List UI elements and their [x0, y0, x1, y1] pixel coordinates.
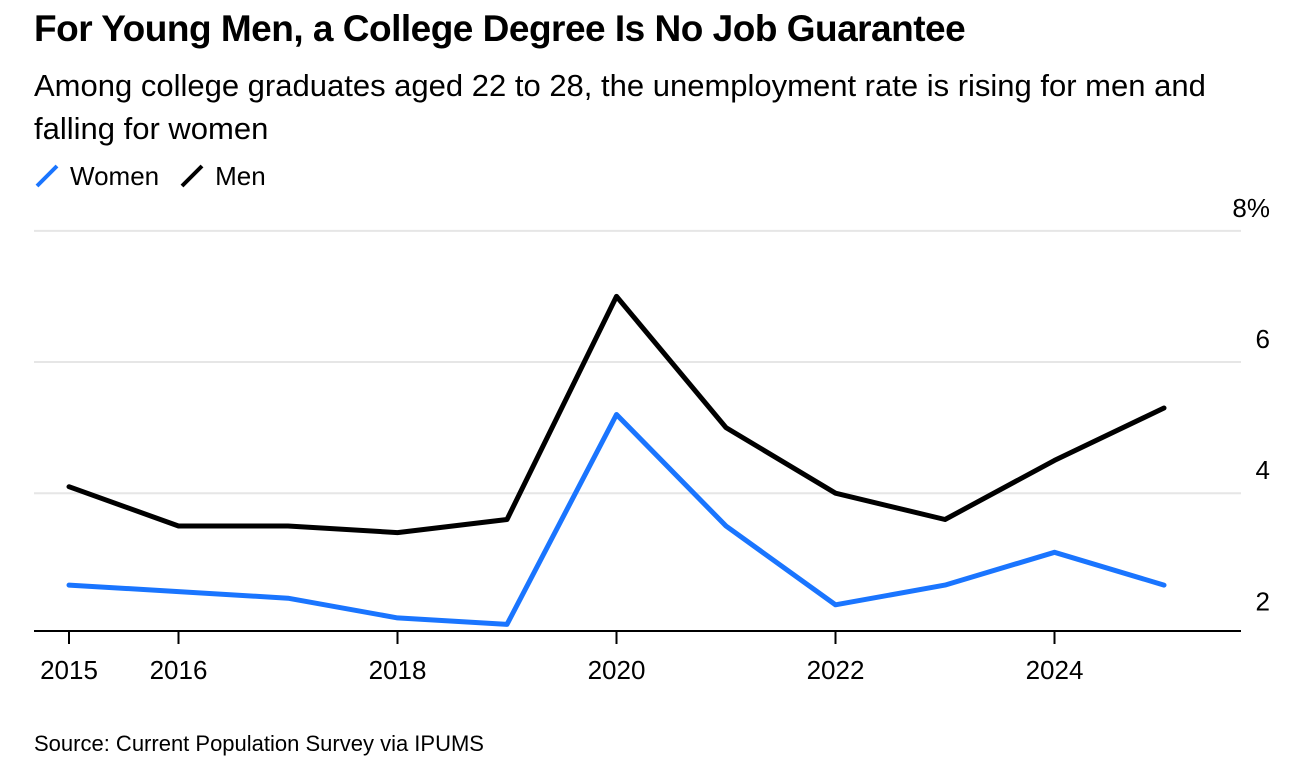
y-tick-label-4: 4	[1256, 455, 1270, 485]
legend-label-men: Men	[215, 160, 266, 191]
y-tick-label-8: 8%	[1232, 193, 1270, 223]
legend-swatch-women	[35, 164, 59, 188]
y-tick-label-6: 6	[1256, 324, 1270, 354]
x-tick-label-2016: 2016	[150, 655, 208, 685]
series-line-women	[66, 412, 1167, 627]
x-tick-label-2018: 2018	[369, 655, 427, 685]
legend-label-women: Women	[70, 160, 160, 191]
series-line-men	[66, 293, 1167, 536]
y-tick-label-2: 2	[1256, 586, 1270, 616]
legend-item-men: Men	[179, 161, 266, 192]
source-note: Source: Current Population Survey via IP…	[34, 731, 484, 756]
x-tick-label-2022: 2022	[807, 655, 865, 685]
legend-swatch-men	[180, 164, 204, 188]
legend: Women Men	[34, 158, 286, 194]
x-tick-label-2024: 2024	[1026, 655, 1084, 685]
chart-subtitle: Among college graduates aged 22 to 28, t…	[34, 68, 1206, 146]
x-tick-label-2015: 2015	[40, 655, 98, 685]
x-tick-label-2020: 2020	[588, 655, 646, 685]
legend-item-women: Women	[34, 161, 159, 192]
chart-title: For Young Men, a College Degree Is No Jo…	[34, 8, 966, 49]
